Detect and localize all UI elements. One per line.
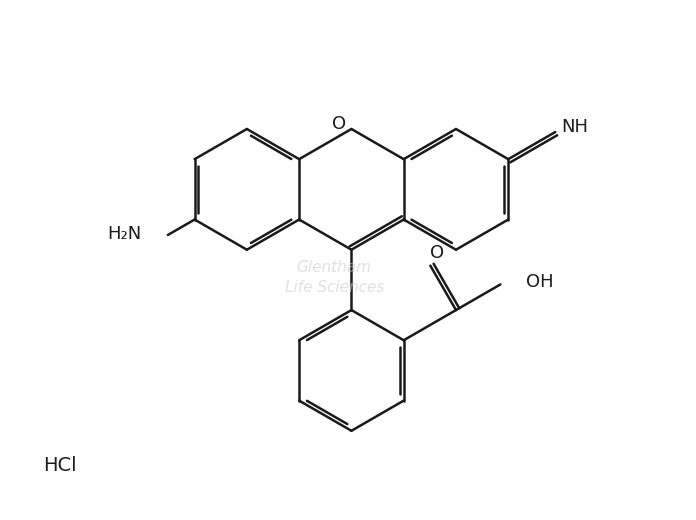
Text: O: O	[332, 115, 346, 133]
Text: OH: OH	[526, 274, 554, 291]
Text: HCl: HCl	[42, 456, 77, 475]
Text: NH: NH	[561, 118, 588, 136]
Text: H₂N: H₂N	[108, 225, 142, 243]
Text: Glentham
Life Sciences: Glentham Life Sciences	[285, 260, 384, 294]
Text: O: O	[430, 244, 444, 262]
